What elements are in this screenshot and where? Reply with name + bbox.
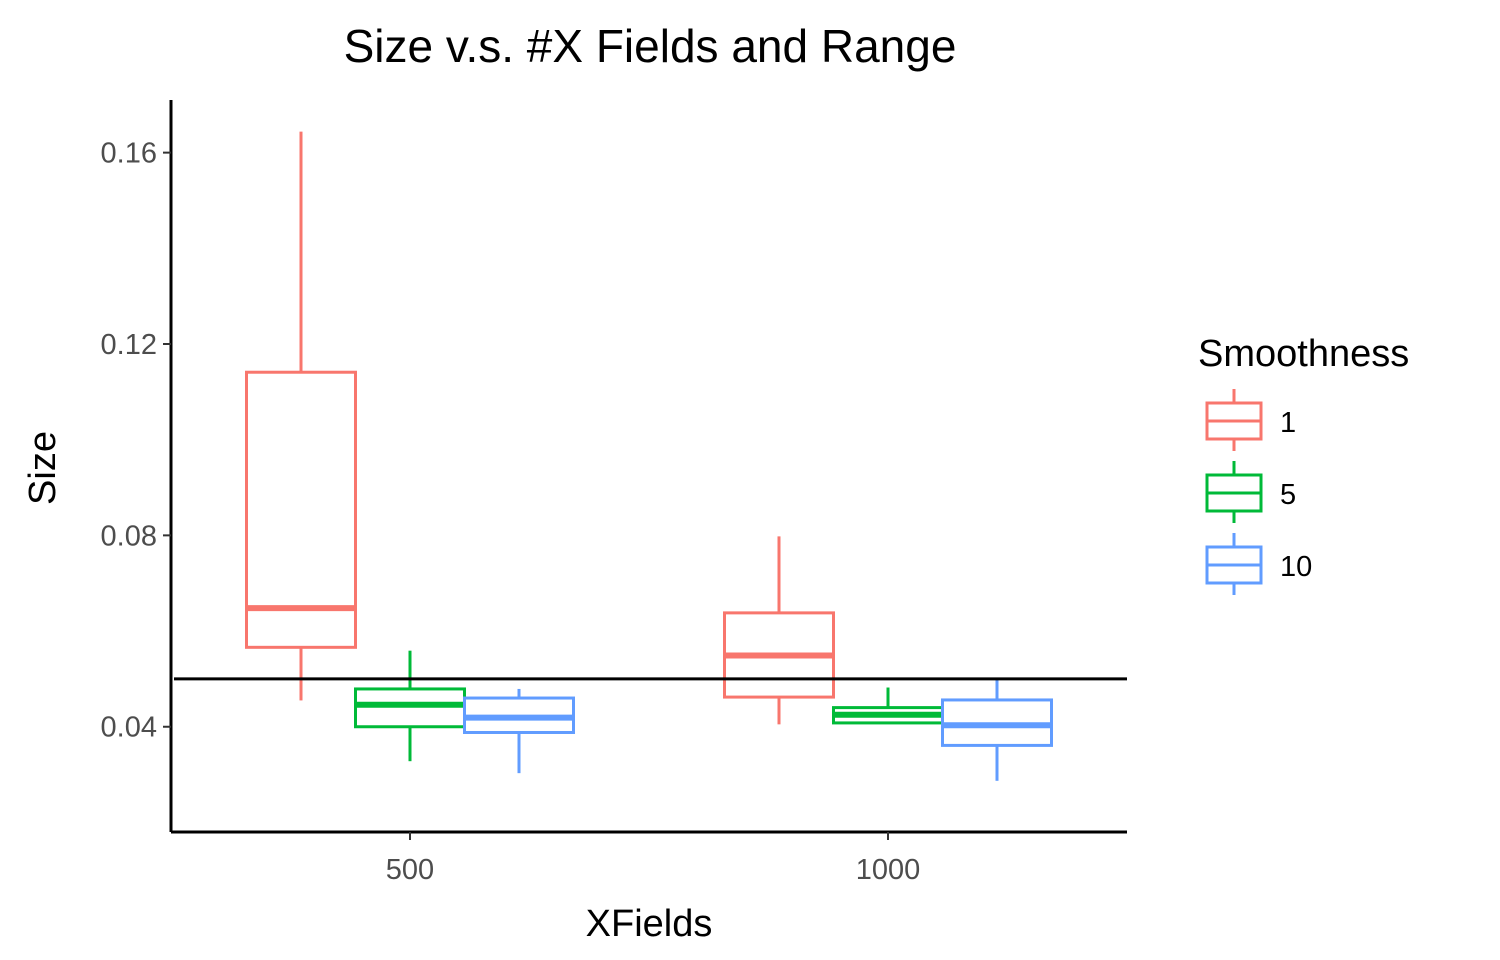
legend: Smoothness 1 5 10 <box>1198 333 1409 595</box>
y-tick-label: 0.04 <box>101 712 157 744</box>
boxes-layer <box>245 131 1053 781</box>
x-tick-label: 500 <box>386 854 434 886</box>
y-axis-title: Size <box>22 431 64 505</box>
box-5-1000 <box>832 687 944 725</box>
x-tick-label: 1000 <box>856 854 921 886</box>
legend-item-10: 10 <box>1205 533 1312 595</box>
legend-item-1: 1 <box>1205 389 1296 451</box>
box-body <box>354 687 466 729</box>
box-1-500 <box>245 131 357 701</box>
y-tick-label: 0.12 <box>101 329 157 361</box>
y-axis-ticks: 0.04 0.08 0.12 0.16 <box>101 138 171 744</box>
x-axis-ticks: 500 1000 <box>386 832 920 886</box>
legend-label: 5 <box>1280 479 1296 511</box>
box-10-1000 <box>941 679 1053 781</box>
x-axis-title: XFields <box>586 903 713 945</box>
legend-item-5: 5 <box>1205 461 1296 523</box>
legend-label: 1 <box>1280 407 1296 439</box>
box-10-500 <box>463 688 575 774</box>
box-body <box>245 370 357 649</box>
y-tick-label: 0.08 <box>101 520 157 552</box>
legend-label: 10 <box>1280 551 1312 583</box>
y-tick-label: 0.16 <box>101 138 157 170</box>
legend-title: Smoothness <box>1198 333 1409 375</box>
box-5-500 <box>354 650 466 762</box>
box-1-1000 <box>723 536 835 725</box>
chart-title: Size v.s. #X Fields and Range <box>344 20 957 72</box>
